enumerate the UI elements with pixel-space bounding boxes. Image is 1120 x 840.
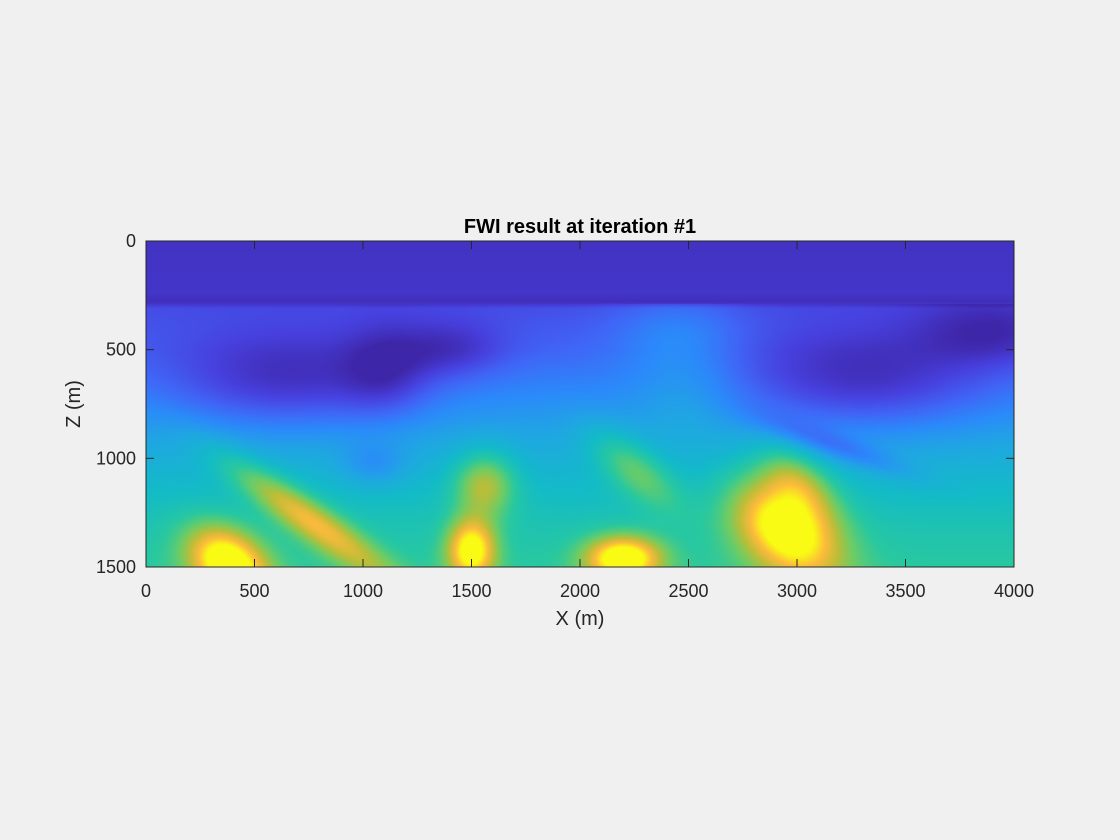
x-tick-label: 2500 [668, 581, 708, 601]
chart-title: FWI result at iteration #1 [464, 216, 696, 238]
velocity-heatmap [146, 241, 1014, 567]
y-tick-label: 0 [126, 231, 136, 251]
x-tick-label: 1500 [451, 581, 491, 601]
x-tick-label: 2000 [560, 581, 600, 601]
ticks-group: 0 500 1000 1500 2000 2500 3000 3500 4000 0 500 1000… [96, 231, 1034, 601]
x-tick-label: 3000 [777, 581, 817, 601]
x-tick-label: 500 [239, 581, 269, 601]
y-axis-label: Z (m) [63, 380, 85, 428]
x-axis-label: X (m) [556, 608, 605, 630]
x-tick-label: 3500 [885, 581, 925, 601]
y-tick-label: 1500 [96, 557, 136, 577]
x-tick-label: 1000 [343, 581, 383, 601]
x-tick-label: 0 [141, 581, 151, 601]
x-tick-label: 4000 [994, 581, 1034, 601]
y-tick-label: 500 [106, 340, 136, 360]
heatmap-image-container [146, 241, 1014, 567]
y-tick-label: 1000 [96, 448, 136, 468]
